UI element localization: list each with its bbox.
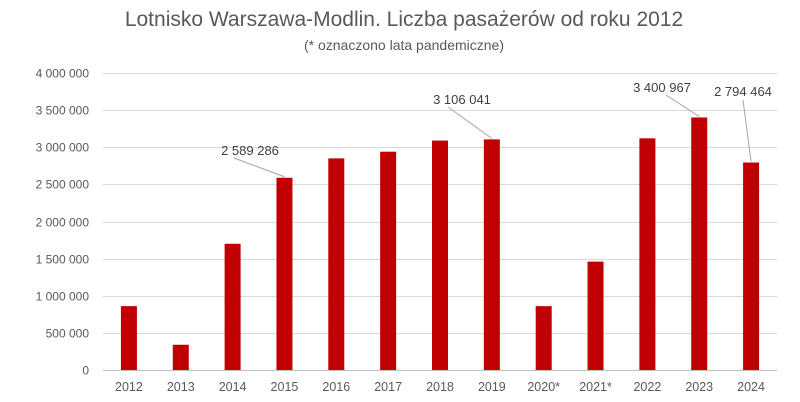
y-tick-label: 2 500 000 bbox=[36, 178, 90, 192]
x-tick-label: 2012 bbox=[115, 380, 143, 394]
y-tick-label: 1 000 000 bbox=[36, 290, 90, 304]
bar-2013 bbox=[172, 344, 189, 370]
x-tick-label: 2023 bbox=[685, 380, 713, 394]
data-label-leader bbox=[665, 94, 700, 117]
bar-2014 bbox=[224, 243, 241, 370]
y-tick-label: 3 000 000 bbox=[36, 141, 90, 155]
chart-subtitle: (* oznaczono lata pandemiczne) bbox=[304, 37, 504, 53]
y-axis-tick-labels: 0 500 000 1 000 000 1 500 000 2 000 000 2 500… bbox=[36, 67, 90, 378]
chart-title: Lotnisko Warszawa-Modlin. Liczba pasażer… bbox=[125, 8, 683, 31]
bar-2023 bbox=[691, 117, 708, 370]
bar-2012 bbox=[120, 306, 137, 370]
bars bbox=[120, 117, 760, 370]
bar-2020 bbox=[535, 306, 552, 370]
bar-2016 bbox=[328, 158, 345, 370]
data-label-leader bbox=[447, 106, 493, 139]
bar-2015 bbox=[276, 177, 293, 370]
x-tick-label: 2014 bbox=[219, 380, 247, 394]
y-tick-label: 2 000 000 bbox=[36, 216, 90, 230]
x-tick-label: 2020* bbox=[527, 380, 560, 394]
y-tick-label: 0 bbox=[82, 364, 89, 378]
x-tick-label: 2016 bbox=[322, 380, 350, 394]
y-tick-label: 4 000 000 bbox=[36, 67, 90, 81]
y-tick-label: 500 000 bbox=[46, 327, 90, 341]
data-label-leader bbox=[233, 157, 285, 178]
bar-2022 bbox=[639, 138, 656, 370]
data-labels: 2 589 286 3 106 041 3 400 967 2 794 464 bbox=[221, 80, 772, 178]
x-tick-label: 2019 bbox=[478, 380, 506, 394]
x-tick-label: 2021* bbox=[579, 380, 612, 394]
x-tick-label: 2013 bbox=[167, 380, 195, 394]
bar-2024 bbox=[743, 162, 760, 370]
x-tick-label: 2015 bbox=[271, 380, 299, 394]
bar-2021 bbox=[587, 261, 604, 370]
data-label-2019: 3 106 041 bbox=[433, 92, 491, 107]
x-tick-label: 2017 bbox=[374, 380, 402, 394]
bar-2019 bbox=[483, 139, 500, 370]
bar-2018 bbox=[432, 140, 448, 370]
data-label-leader bbox=[742, 99, 752, 162]
x-tick-label: 2018 bbox=[426, 380, 454, 394]
data-label-2024: 2 794 464 bbox=[714, 84, 772, 99]
x-tick-label: 2022 bbox=[633, 380, 661, 394]
x-axis-tick-labels: 2012 2013 2014 2015 2016 2017 2018 2019 2020* 202… bbox=[115, 380, 765, 394]
y-tick-label: 1 500 000 bbox=[36, 253, 90, 267]
data-label-2023: 3 400 967 bbox=[633, 80, 691, 95]
bar-2017 bbox=[380, 151, 397, 370]
x-tick-label: 2024 bbox=[737, 380, 765, 394]
data-label-2015: 2 589 286 bbox=[221, 143, 279, 158]
y-tick-label: 3 500 000 bbox=[36, 104, 90, 118]
